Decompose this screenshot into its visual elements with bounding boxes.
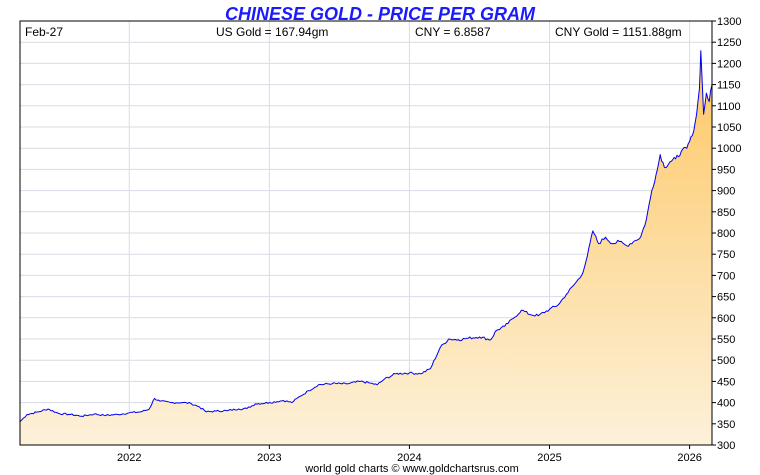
y-tick-label: 900 [717, 186, 735, 198]
chart-title: CHINESE GOLD - PRICE PER GRAM [225, 4, 536, 24]
footer-credit: world gold charts © www.goldchartsrus.co… [304, 463, 519, 475]
y-tick-label: 500 [717, 355, 735, 367]
y-tick-label: 1250 [717, 37, 741, 49]
y-tick-label: 450 [717, 376, 735, 388]
y-tick-label: 1300 [717, 16, 741, 28]
y-tick-label: 850 [717, 207, 735, 219]
y-tick-label: 700 [717, 270, 735, 282]
y-tick-label: 1050 [717, 122, 741, 134]
x-tick-label: 2022 [117, 452, 141, 464]
date-label: Feb-27 [25, 25, 63, 39]
y-tick-label: 650 [717, 292, 735, 304]
y-tick-label: 1000 [717, 143, 741, 155]
y-tick-label: 1150 [717, 80, 741, 92]
x-tick-label: 2025 [537, 452, 561, 464]
x-tick-label: 2024 [397, 452, 421, 464]
x-tick-label: 2026 [677, 452, 701, 464]
y-tick-label: 300 [717, 440, 735, 452]
y-tick-label: 750 [717, 249, 735, 261]
y-tick-label: 550 [717, 334, 735, 346]
y-tick-label: 1100 [717, 101, 741, 113]
x-axis: 2022 2023 2024 2025 2026 [117, 445, 702, 464]
y-tick-label: 1200 [717, 58, 741, 70]
y-axis: 300 350 400 450 500 550 600 650 700 750 800 850 900 9… [712, 16, 741, 452]
price-area-fill [20, 50, 712, 445]
price-line [19, 50, 713, 423]
y-tick-label: 600 [717, 313, 735, 325]
y-tick-label: 400 [717, 398, 735, 410]
y-tick-label: 800 [717, 228, 735, 240]
y-tick-label: 350 [717, 419, 735, 431]
cny-readout: CNY = 6.8587 [415, 25, 491, 39]
us-gold-readout: US Gold = 167.94gm [216, 25, 328, 39]
cny-gold-readout: CNY Gold = 1151.88gm [555, 25, 682, 39]
gridlines [20, 21, 712, 445]
x-tick-label: 2023 [257, 452, 281, 464]
y-tick-label: 950 [717, 164, 735, 176]
